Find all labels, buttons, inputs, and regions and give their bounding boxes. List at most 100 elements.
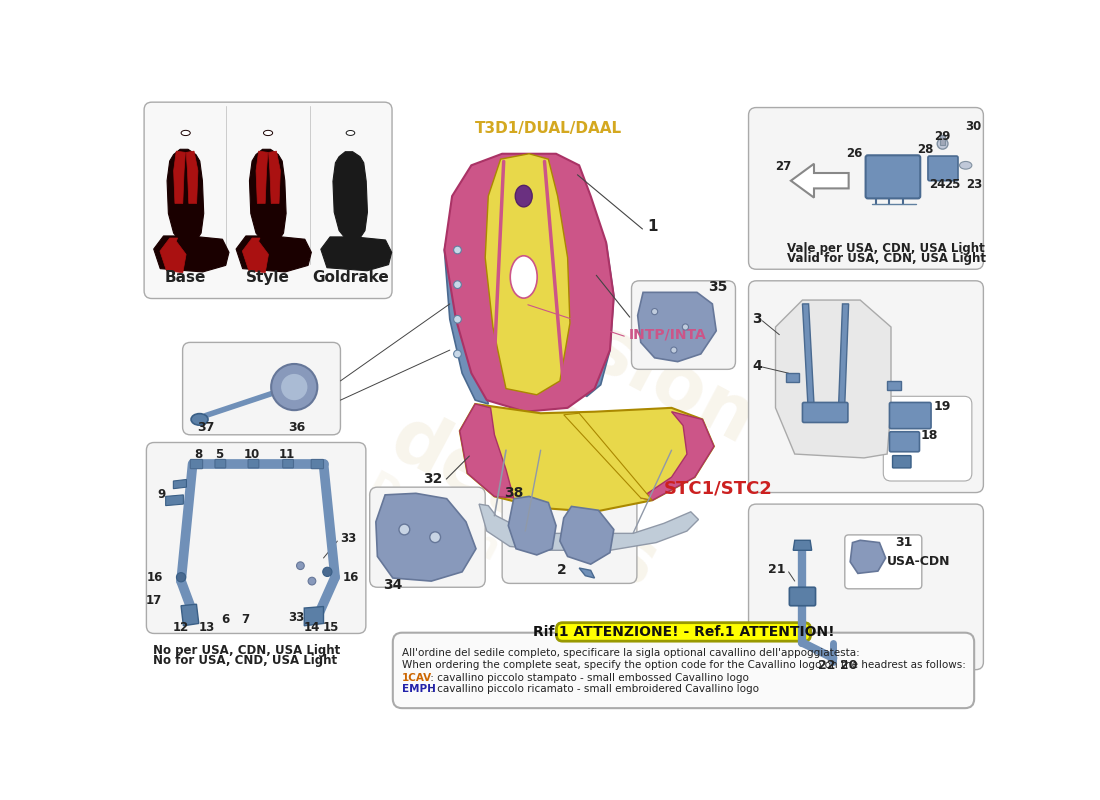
FancyBboxPatch shape	[890, 402, 931, 429]
Text: 11: 11	[278, 447, 295, 461]
Polygon shape	[166, 495, 184, 506]
Text: 22: 22	[818, 659, 836, 672]
Text: Base: Base	[165, 270, 207, 286]
Ellipse shape	[510, 256, 537, 298]
Text: Vale per USA, CDN, USA Light: Vale per USA, CDN, USA Light	[788, 242, 985, 255]
Circle shape	[271, 364, 318, 410]
Circle shape	[399, 524, 409, 535]
Polygon shape	[182, 604, 199, 626]
Text: 4: 4	[752, 358, 762, 373]
Text: 9: 9	[157, 488, 166, 502]
Polygon shape	[803, 304, 814, 404]
Text: 8: 8	[194, 447, 202, 461]
Text: : cavallino piccolo ricamato - small embroidered Cavallino logo: : cavallino piccolo ricamato - small emb…	[427, 684, 759, 694]
Text: 33: 33	[288, 610, 305, 624]
Polygon shape	[444, 154, 614, 412]
Text: : cavallino piccolo stampato - small embossed Cavallino logo: : cavallino piccolo stampato - small emb…	[427, 673, 749, 682]
Text: Rif.1 ATTENZIONE! - Ref.1 ATTENTION!: Rif.1 ATTENZIONE! - Ref.1 ATTENTION!	[532, 625, 834, 639]
Text: 25: 25	[945, 178, 960, 191]
Text: 38: 38	[504, 486, 524, 500]
Text: 37: 37	[197, 421, 215, 434]
FancyBboxPatch shape	[190, 459, 202, 469]
Text: 27: 27	[776, 160, 791, 174]
Text: 34: 34	[383, 578, 403, 592]
Circle shape	[453, 246, 461, 254]
FancyBboxPatch shape	[249, 459, 258, 468]
Text: 21: 21	[768, 563, 785, 576]
Text: 1: 1	[647, 219, 658, 234]
Polygon shape	[321, 237, 392, 270]
Text: 32: 32	[422, 473, 442, 486]
Text: 19: 19	[933, 400, 950, 413]
Polygon shape	[167, 150, 204, 243]
Text: 26: 26	[846, 147, 862, 160]
Text: 33: 33	[341, 532, 356, 546]
Ellipse shape	[264, 130, 273, 135]
Text: 23: 23	[966, 178, 982, 191]
Text: Style: Style	[246, 270, 290, 286]
Circle shape	[453, 281, 461, 289]
Text: 28: 28	[917, 143, 934, 157]
Text: Valid for USA, CDN, USA Light: Valid for USA, CDN, USA Light	[788, 252, 986, 266]
Text: 20: 20	[840, 659, 857, 672]
Ellipse shape	[191, 414, 208, 425]
Circle shape	[176, 573, 186, 582]
Text: 31: 31	[895, 536, 912, 549]
Text: 18: 18	[921, 429, 938, 442]
Polygon shape	[242, 238, 268, 273]
FancyBboxPatch shape	[790, 587, 815, 606]
FancyBboxPatch shape	[749, 504, 983, 670]
Text: 14: 14	[304, 621, 320, 634]
FancyBboxPatch shape	[631, 281, 736, 370]
Polygon shape	[174, 151, 186, 203]
Polygon shape	[563, 414, 652, 500]
Polygon shape	[268, 151, 280, 203]
Text: 15: 15	[323, 621, 340, 634]
FancyBboxPatch shape	[502, 487, 637, 583]
Text: When ordering the complete seat, specify the option code for the Cavallino logo : When ordering the complete seat, specify…	[403, 660, 966, 670]
Text: 6: 6	[221, 613, 229, 626]
Text: 29: 29	[934, 130, 950, 143]
Bar	[887, 381, 901, 390]
FancyBboxPatch shape	[803, 402, 848, 422]
Text: USA-CDN: USA-CDN	[887, 555, 950, 568]
FancyBboxPatch shape	[890, 432, 920, 452]
FancyBboxPatch shape	[749, 281, 983, 493]
Circle shape	[671, 347, 676, 353]
Text: 24: 24	[930, 178, 945, 191]
Circle shape	[453, 350, 461, 358]
Ellipse shape	[959, 162, 972, 169]
Polygon shape	[580, 568, 594, 578]
Circle shape	[430, 532, 440, 542]
Text: No for USA, CND, USA Light: No for USA, CND, USA Light	[153, 654, 337, 667]
FancyBboxPatch shape	[214, 459, 225, 468]
Polygon shape	[791, 164, 849, 198]
Text: Passion
for
details: Passion for details	[361, 242, 767, 613]
Text: Dassin: Dassin	[360, 469, 506, 570]
Polygon shape	[850, 540, 886, 574]
Text: 30: 30	[966, 120, 981, 134]
Circle shape	[937, 138, 948, 149]
Bar	[940, 134, 945, 146]
Text: 2: 2	[558, 563, 568, 578]
FancyBboxPatch shape	[845, 535, 922, 589]
Text: No per USA, CDN, USA Light: No per USA, CDN, USA Light	[153, 644, 340, 658]
Text: INTP/INTA: INTP/INTA	[629, 328, 707, 342]
FancyBboxPatch shape	[146, 442, 366, 634]
FancyBboxPatch shape	[393, 633, 975, 708]
Polygon shape	[333, 152, 367, 240]
Text: 7: 7	[241, 613, 249, 626]
Text: STC1/STC2: STC1/STC2	[664, 480, 772, 498]
Text: EMPH: EMPH	[403, 684, 436, 694]
Text: 12: 12	[173, 621, 189, 634]
Circle shape	[280, 373, 308, 401]
Polygon shape	[508, 496, 556, 555]
FancyBboxPatch shape	[144, 102, 392, 298]
Polygon shape	[160, 238, 186, 273]
FancyBboxPatch shape	[892, 455, 911, 468]
Text: 5: 5	[214, 447, 223, 461]
Text: 13: 13	[198, 621, 214, 634]
Circle shape	[651, 309, 658, 314]
Circle shape	[682, 324, 689, 330]
Polygon shape	[186, 151, 198, 203]
